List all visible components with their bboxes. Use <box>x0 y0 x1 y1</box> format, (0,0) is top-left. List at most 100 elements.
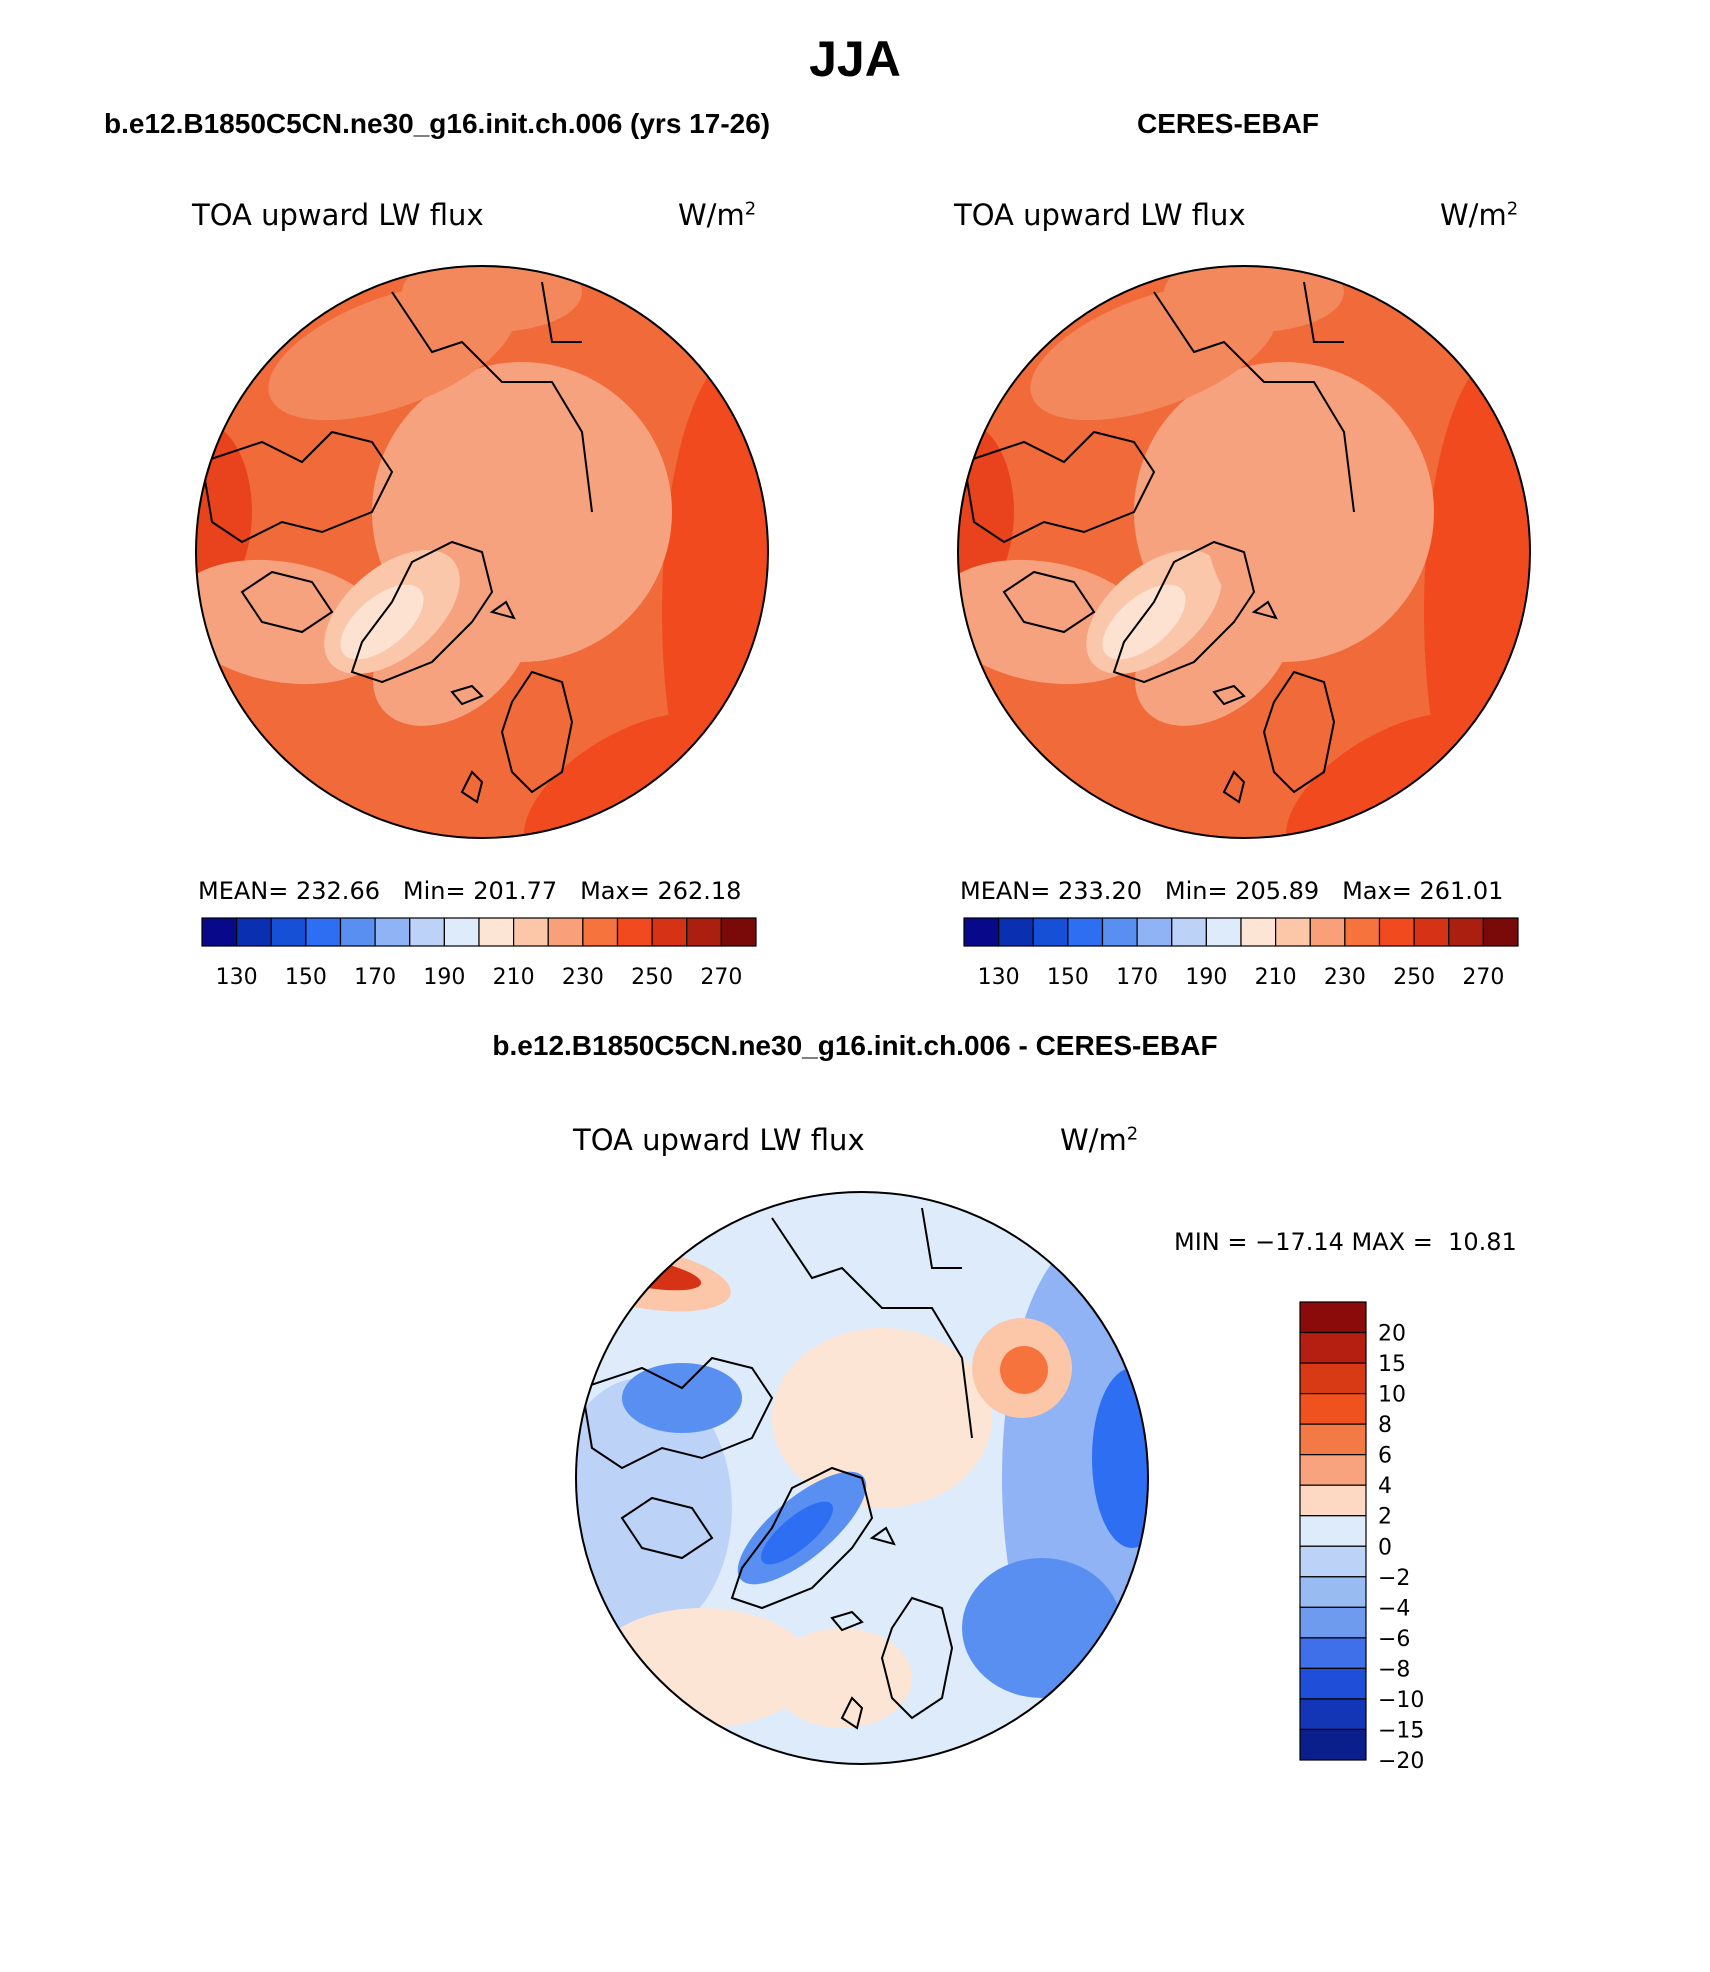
negative-anomaly <box>622 1363 742 1433</box>
obs-colorbar: 130 150 170 190 210 230 250 270 <box>963 917 1519 990</box>
diff-map-border <box>575 1191 1149 1765</box>
obs-colorbar-tick-label: 210 <box>1255 965 1297 990</box>
diff-colorbar-swatch <box>1299 1637 1367 1670</box>
diff-colorbar-tick-label: −4 <box>1378 1596 1410 1621</box>
obs-variable-label: TOA upward LW flux <box>954 198 1246 232</box>
coastline <box>1222 770 1246 804</box>
diff-colorbar-swatch <box>1299 1545 1367 1578</box>
obs-colorbar-tick-label: 170 <box>1116 965 1158 990</box>
obs-colorbar-swatch <box>1413 917 1450 947</box>
obs-colorbar-tick-label: 250 <box>1393 965 1435 990</box>
model-colorbar-swatch <box>720 917 757 947</box>
greenland-anomaly <box>761 1501 833 1565</box>
model-colorbar-swatch <box>582 917 619 947</box>
model-stats: MEAN= 232.66 Min= 201.77 Max= 262.18 <box>198 877 742 905</box>
model-polar-map <box>195 265 769 839</box>
diff-polar-map <box>575 1191 1149 1765</box>
obs-colorbar-swatch <box>1378 917 1415 947</box>
obs-map-border <box>957 265 1531 839</box>
diff-colorbar-swatch <box>1299 1423 1367 1456</box>
diff-colorbar-tick-label: −20 <box>1378 1749 1424 1774</box>
coastline <box>1303 281 1344 343</box>
obs-colorbar-swatch <box>1032 917 1069 947</box>
model-colorbar-tick-label: 250 <box>631 965 673 990</box>
obs-colorbar-tick-label: 150 <box>1047 965 1089 990</box>
coastline <box>921 1207 962 1269</box>
diff-colorbar-swatch <box>1299 1515 1367 1547</box>
model-colorbar-tick-label: 190 <box>423 965 465 990</box>
model-colorbar-swatch <box>616 917 653 947</box>
model-map-border <box>195 265 769 839</box>
diff-colorbar-tick-label: −15 <box>1378 1718 1424 1743</box>
obs-colorbar-swatch <box>1136 917 1173 947</box>
positive-anomaly <box>1000 1346 1048 1394</box>
model-colorbar-tick-label: 150 <box>285 965 327 990</box>
diff-colorbar-swatch <box>1299 1362 1367 1395</box>
coastline <box>1112 540 1256 684</box>
obs-colorbar-tick-label: 230 <box>1324 965 1366 990</box>
diff-colorbar-swatch <box>1299 1484 1367 1517</box>
coastline <box>880 1596 954 1720</box>
figure-title: JJA <box>809 31 901 87</box>
warm-region <box>958 422 1014 602</box>
diff-colorbar-swatch <box>1299 1331 1367 1364</box>
coastline <box>500 670 574 794</box>
coastline <box>840 1696 864 1730</box>
arctic-region <box>402 266 582 332</box>
obs-colorbar-swatch <box>1448 917 1484 947</box>
coastline <box>1153 291 1355 513</box>
greenland-region <box>1102 584 1186 660</box>
coastline <box>1251 600 1278 620</box>
model-colorbar-tick-label: 270 <box>700 965 742 990</box>
diff-colorbar-tick-label: 15 <box>1378 1352 1406 1377</box>
diff-colorbar-swatch <box>1299 1454 1367 1486</box>
model-colorbar-swatch <box>547 917 584 947</box>
obs-colorbar-tick-label: 270 <box>1462 965 1504 990</box>
model-colorbar-swatch <box>513 917 549 947</box>
obs-colorbar-swatch <box>1240 917 1277 947</box>
model-colorbar-swatch <box>201 917 238 947</box>
coastline <box>730 1466 874 1610</box>
coastline <box>580 1356 774 1470</box>
arctic-region <box>1204 382 1404 642</box>
diff-minmax: MIN = −17.14 MAX = 10.81 <box>1174 1228 1517 1256</box>
model-colorbar-swatch <box>236 917 272 947</box>
diff-colorbar-tick-label: −2 <box>1378 1566 1410 1591</box>
obs-colorbar-swatch <box>1275 917 1311 947</box>
model-colorbar-swatch <box>339 917 376 947</box>
model-colorbar-tick-label: 230 <box>562 965 604 990</box>
model-colorbar-swatch <box>443 917 480 947</box>
coastline <box>620 1496 714 1560</box>
obs-units-label: W/m2 <box>1440 198 1519 232</box>
negative-anomaly <box>576 1378 732 1638</box>
diff-colorbar-swatch <box>1299 1392 1367 1425</box>
diff-colorbar-tick-label: −6 <box>1378 1627 1410 1652</box>
model-colorbar-swatch <box>478 917 515 947</box>
greenland-region <box>340 584 424 660</box>
diff-variable-label: TOA upward LW flux <box>573 1123 865 1157</box>
obs-colorbar-swatch <box>1344 917 1381 947</box>
coastline <box>962 430 1156 544</box>
obs-colorbar-swatch <box>1067 917 1104 947</box>
obs-colorbar-tick-label: 190 <box>1185 965 1227 990</box>
model-colorbar-swatch <box>686 917 722 947</box>
coastline <box>460 770 484 804</box>
model-variable-label: TOA upward LW flux <box>192 198 484 232</box>
model-colorbar-tick-label: 130 <box>216 965 258 990</box>
obs-colorbar-swatch <box>1309 917 1346 947</box>
warm-region <box>1424 352 1530 838</box>
model-case-title: b.e12.B1850C5CN.ne30_g16.init.ch.006 (yr… <box>104 108 771 139</box>
obs-colorbar-swatch <box>1171 917 1207 947</box>
model-colorbar-swatch <box>270 917 307 947</box>
diff-units-label: W/m2 <box>1060 1123 1139 1157</box>
model-units-label: W/m2 <box>678 198 757 232</box>
diff-colorbar-swatch <box>1299 1606 1367 1639</box>
model-colorbar-swatch <box>305 917 342 947</box>
negative-anomaly <box>1092 1368 1148 1548</box>
diff-colorbar-swatch <box>1299 1576 1367 1608</box>
model-colorbar-swatch <box>409 917 445 947</box>
coastline <box>200 430 394 544</box>
diff-colorbar-tick-label: 0 <box>1378 1535 1392 1560</box>
